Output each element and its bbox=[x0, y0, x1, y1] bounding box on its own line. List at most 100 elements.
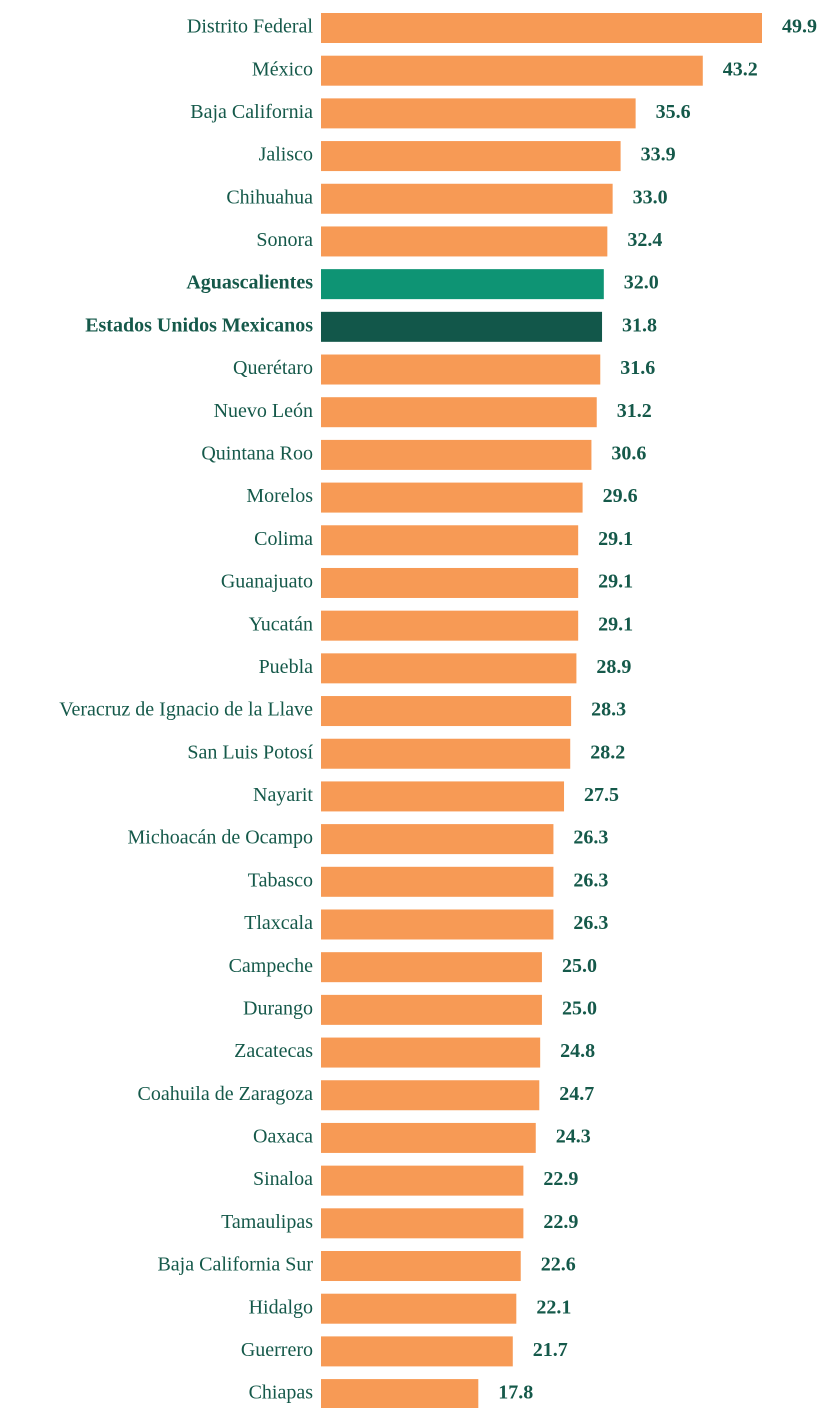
value-label: 21.7 bbox=[533, 1339, 568, 1361]
category-label: Morelos bbox=[246, 485, 313, 507]
category-label: Michoacán de Ocampo bbox=[128, 827, 313, 849]
category-label: Distrito Federal bbox=[187, 16, 314, 38]
bar bbox=[321, 141, 621, 172]
bar bbox=[321, 653, 577, 684]
bar bbox=[321, 738, 571, 769]
category-label: Yucatán bbox=[249, 613, 313, 635]
category-label: Puebla bbox=[259, 656, 314, 678]
category-label: San Luis Potosí bbox=[187, 741, 313, 763]
bar bbox=[321, 482, 583, 513]
value-label: 26.3 bbox=[573, 912, 608, 934]
category-label: México bbox=[252, 58, 313, 80]
category-label: Tabasco bbox=[248, 869, 313, 891]
bar bbox=[321, 98, 636, 129]
category-label: Veracruz de Ignacio de la Llave bbox=[59, 699, 313, 721]
value-label: 22.9 bbox=[543, 1168, 578, 1190]
bar bbox=[321, 55, 703, 86]
value-label: 22.1 bbox=[536, 1296, 571, 1318]
category-label: Guerrero bbox=[241, 1339, 313, 1361]
category-label: Quintana Roo bbox=[201, 442, 313, 464]
category-label: Tamaulipas bbox=[221, 1211, 313, 1233]
bar bbox=[321, 1251, 521, 1282]
category-label: Durango bbox=[243, 997, 313, 1019]
bar bbox=[321, 183, 613, 214]
bar bbox=[321, 1122, 536, 1153]
category-label: Oaxaca bbox=[253, 1126, 313, 1148]
category-label: Jalisco bbox=[259, 144, 313, 166]
value-label: 31.2 bbox=[617, 400, 652, 422]
category-label: Querétaro bbox=[233, 357, 313, 379]
value-label: 29.1 bbox=[598, 528, 633, 550]
value-label: 28.9 bbox=[596, 656, 631, 678]
bar bbox=[321, 397, 597, 428]
bar bbox=[321, 1293, 517, 1324]
category-label: Coahuila de Zaragoza bbox=[138, 1083, 314, 1105]
category-label: Sonora bbox=[256, 229, 313, 251]
value-label: 28.3 bbox=[591, 699, 626, 721]
category-label: Estados Unidos Mexicanos bbox=[85, 314, 313, 336]
bar bbox=[321, 311, 603, 342]
value-label: 31.8 bbox=[622, 314, 657, 336]
bar bbox=[321, 610, 579, 641]
bar bbox=[321, 269, 604, 300]
category-label: Nuevo León bbox=[214, 400, 313, 422]
value-label: 27.5 bbox=[584, 784, 619, 806]
bar bbox=[321, 1336, 513, 1367]
value-label: 25.0 bbox=[562, 997, 597, 1019]
bar bbox=[321, 696, 572, 727]
value-label: 32.0 bbox=[624, 272, 659, 294]
value-label: 33.9 bbox=[641, 144, 676, 166]
category-label: Baja California bbox=[190, 101, 313, 123]
value-label: 26.3 bbox=[573, 869, 608, 891]
bar bbox=[321, 567, 579, 598]
value-label: 29.1 bbox=[598, 571, 633, 593]
category-label: Aguascalientes bbox=[186, 272, 313, 294]
bar bbox=[321, 226, 608, 257]
value-label: 24.3 bbox=[556, 1126, 591, 1148]
bar bbox=[321, 1208, 524, 1239]
value-label: 43.2 bbox=[723, 58, 758, 80]
bar bbox=[321, 439, 592, 470]
category-label: Campeche bbox=[229, 955, 314, 977]
value-label: 26.3 bbox=[573, 827, 608, 849]
bar bbox=[321, 781, 565, 812]
category-label: Chihuahua bbox=[226, 186, 313, 208]
value-label: 24.7 bbox=[559, 1083, 594, 1105]
value-label: 31.6 bbox=[620, 357, 655, 379]
bar bbox=[321, 952, 542, 983]
category-label: Baja California Sur bbox=[157, 1254, 313, 1276]
bar bbox=[321, 866, 554, 897]
category-label: Zacatecas bbox=[234, 1040, 313, 1062]
bar bbox=[321, 909, 554, 940]
bar bbox=[321, 525, 579, 556]
category-label: Chiapas bbox=[249, 1382, 314, 1404]
category-label: Nayarit bbox=[253, 784, 313, 806]
value-label: 32.4 bbox=[627, 229, 662, 251]
value-label: 29.1 bbox=[598, 613, 633, 635]
category-label: Colima bbox=[254, 528, 313, 550]
value-label: 33.0 bbox=[633, 186, 668, 208]
bar bbox=[321, 1165, 524, 1196]
bar bbox=[321, 994, 542, 1025]
value-label: 28.2 bbox=[590, 741, 625, 763]
value-label: 29.6 bbox=[603, 485, 638, 507]
value-label: 17.8 bbox=[498, 1382, 533, 1404]
category-label: Sinaloa bbox=[253, 1168, 313, 1190]
category-label: Hidalgo bbox=[249, 1296, 313, 1318]
bar bbox=[321, 1379, 479, 1408]
bar bbox=[321, 13, 762, 43]
value-label: 30.6 bbox=[611, 442, 646, 464]
value-label: 22.9 bbox=[543, 1211, 578, 1233]
value-label: 25.0 bbox=[562, 955, 597, 977]
value-label: 22.6 bbox=[541, 1254, 576, 1276]
bar bbox=[321, 1037, 541, 1068]
bar bbox=[321, 1080, 540, 1111]
category-label: Tlaxcala bbox=[244, 912, 313, 934]
bar bbox=[321, 824, 554, 855]
bar bbox=[321, 354, 601, 385]
value-label: 49.9 bbox=[782, 16, 817, 38]
category-label: Guanajuato bbox=[221, 571, 313, 593]
value-label: 24.8 bbox=[560, 1040, 595, 1062]
